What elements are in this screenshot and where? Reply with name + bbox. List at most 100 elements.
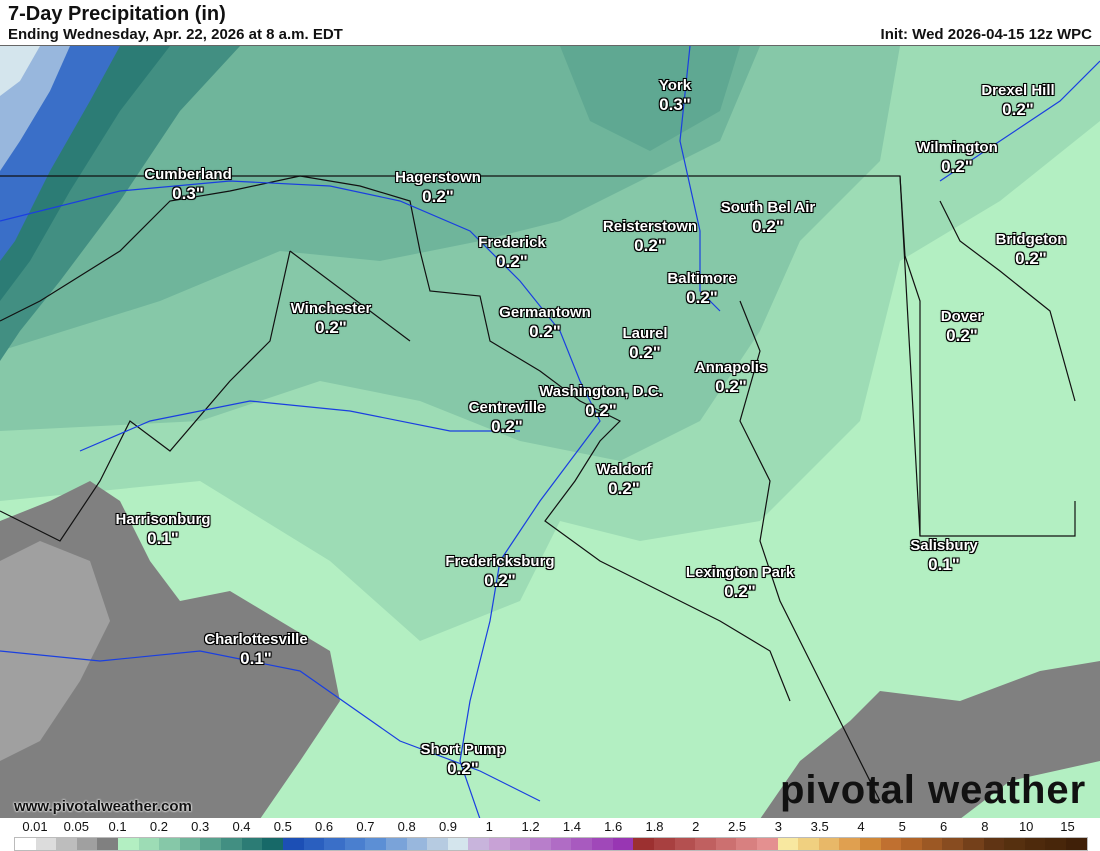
website-link[interactable]: www.pivotalweather.com: [14, 798, 192, 815]
city-name: Baltimore: [667, 270, 737, 287]
colorbar-swatch: [179, 838, 201, 850]
colorbar-swatch: [756, 838, 778, 850]
city-name: Centreville: [468, 399, 546, 416]
colorbar-swatch: [159, 838, 180, 850]
city-value: 0.2": [315, 318, 347, 337]
city-label-annapolis: Annapolis 0.2": [695, 359, 768, 396]
colorbar-swatch: [818, 838, 840, 850]
city-value: 0.2": [447, 759, 479, 778]
colorbar-label: 0.7: [356, 819, 375, 834]
colorbar-label: 0.2: [149, 819, 168, 834]
colorbar-label: 1.4: [562, 819, 581, 834]
city-name: York: [658, 77, 692, 94]
colorbar-swatch: [385, 838, 407, 850]
colorbar-swatch: [695, 838, 716, 850]
colorbar-label: 0.1: [108, 819, 127, 834]
colorbar-label: 15: [1060, 819, 1075, 834]
colorbar-swatch: [468, 838, 490, 850]
city-value: 0.2": [496, 252, 528, 271]
colorbar-swatch: [138, 838, 160, 850]
city-name: Waldorf: [596, 461, 652, 478]
colorbar-swatch: [736, 838, 757, 850]
city-label-salisbury: Salisbury 0.1": [910, 537, 978, 574]
colorbar-label: 0.5: [273, 819, 292, 834]
colorbar-swatch: [550, 838, 572, 850]
city-label-hagerstown: Hagerstown 0.2": [395, 169, 481, 206]
city-value: 0.2": [422, 187, 454, 206]
colorbar-swatch: [942, 838, 964, 850]
colorbar-swatch: [592, 838, 613, 850]
colorbar-swatch: [509, 838, 531, 850]
colorbar-swatch: [612, 838, 634, 850]
colorbar-swatch: [200, 838, 222, 850]
city-label-washington-dc: Washington, D.C. 0.2": [539, 383, 663, 420]
colorbar-swatch: [427, 838, 448, 850]
city-name: Reisterstown: [602, 218, 698, 235]
colorbar-label: 0.3: [191, 819, 210, 834]
city-value: 0.2": [484, 571, 516, 590]
colorbar-swatch: [447, 838, 469, 850]
colorbar-swatch: [963, 838, 984, 850]
city-name: Winchester: [290, 300, 372, 317]
city-label-baltimore: Baltimore 0.2": [667, 270, 736, 307]
colorbar-swatch: [489, 838, 510, 850]
init-time: Init: Wed 2026-04-15 12z WPC: [880, 26, 1092, 43]
pivotal-weather-logo: pivotal weather: [780, 768, 1087, 812]
city-name: Hagerstown: [395, 169, 481, 186]
valid-time: Ending Wednesday, Apr. 22, 2026 at 8 a.m…: [8, 26, 343, 43]
colorbar-label: 1: [485, 819, 493, 834]
city-name: Cumberland: [144, 166, 232, 183]
city-name: Washington, D.C.: [539, 383, 663, 400]
colorbar-swatch: [921, 838, 943, 850]
colorbar-swatch: [777, 838, 799, 850]
city-label-south-bel-air: South Bel Air 0.2": [721, 199, 815, 236]
city-value: 0.2": [608, 479, 640, 498]
city-value: 0.2": [585, 401, 617, 420]
colorbar-swatch: [839, 838, 860, 850]
colorbar-swatch: [97, 838, 119, 850]
city-name: Wilmington: [916, 139, 998, 156]
colorbar-label: 1.6: [604, 819, 623, 834]
colorbar-swatch: [633, 838, 654, 850]
city-label-frederick: Frederick 0.2": [478, 234, 546, 271]
city-label-winchester: Winchester 0.2": [291, 300, 372, 337]
city-label-charlottesville: Charlottesville 0.1": [204, 631, 307, 668]
city-value: 0.2": [629, 343, 661, 362]
city-name: Drexel Hill: [981, 82, 1055, 99]
header: 7-Day Precipitation (in) Ending Wednesda…: [0, 0, 1100, 45]
city-name: Annapolis: [694, 359, 768, 376]
precipitation-map[interactable]: York 0.3" Drexel Hill 0.2" Wilmington 0.2" …: [0, 45, 1100, 820]
colorbar-swatch: [1066, 838, 1087, 850]
colorbar-swatch: [76, 838, 98, 850]
city-label-drexel-hill: Drexel Hill 0.2": [981, 82, 1054, 119]
city-name: Salisbury: [910, 537, 978, 554]
city-label-laurel: Laurel 0.2": [622, 325, 667, 362]
colorbar-swatch: [901, 838, 922, 850]
city-value: 0.1": [147, 529, 179, 548]
city-value: 0.2": [529, 322, 561, 341]
colorbar-label: 0.8: [397, 819, 416, 834]
city-name: South Bel Air: [720, 199, 816, 216]
colorbar-swatch: [241, 838, 263, 850]
city-value: 0.2": [1002, 100, 1034, 119]
city-value: 0.2": [1015, 249, 1047, 268]
city-label-waldorf: Waldorf 0.2": [596, 461, 651, 498]
colorbar-label: 2: [692, 819, 700, 834]
colorbar-swatch: [530, 838, 551, 850]
colorbar-label: 4: [857, 819, 865, 834]
city-label-short-pump: Short Pump 0.2": [421, 741, 506, 778]
colorbar-swatch: [344, 838, 366, 850]
colorbar-label: 0.4: [232, 819, 251, 834]
city-label-fredericksburg: Fredericksburg 0.2": [445, 553, 554, 590]
city-value: 0.2": [491, 417, 523, 436]
colorbar-swatches: [14, 837, 1088, 851]
colorbar-swatch: [571, 838, 593, 850]
city-name: Bridgeton: [995, 231, 1067, 248]
city-name: Frederick: [478, 234, 546, 251]
colorbar-swatch: [653, 838, 675, 850]
city-name: Charlottesville: [204, 631, 308, 648]
city-label-centreville: Centreville 0.2": [469, 399, 546, 436]
colorbar-swatch: [859, 838, 881, 850]
city-label-york: York 0.3": [659, 77, 691, 114]
city-value: 0.2": [941, 157, 973, 176]
